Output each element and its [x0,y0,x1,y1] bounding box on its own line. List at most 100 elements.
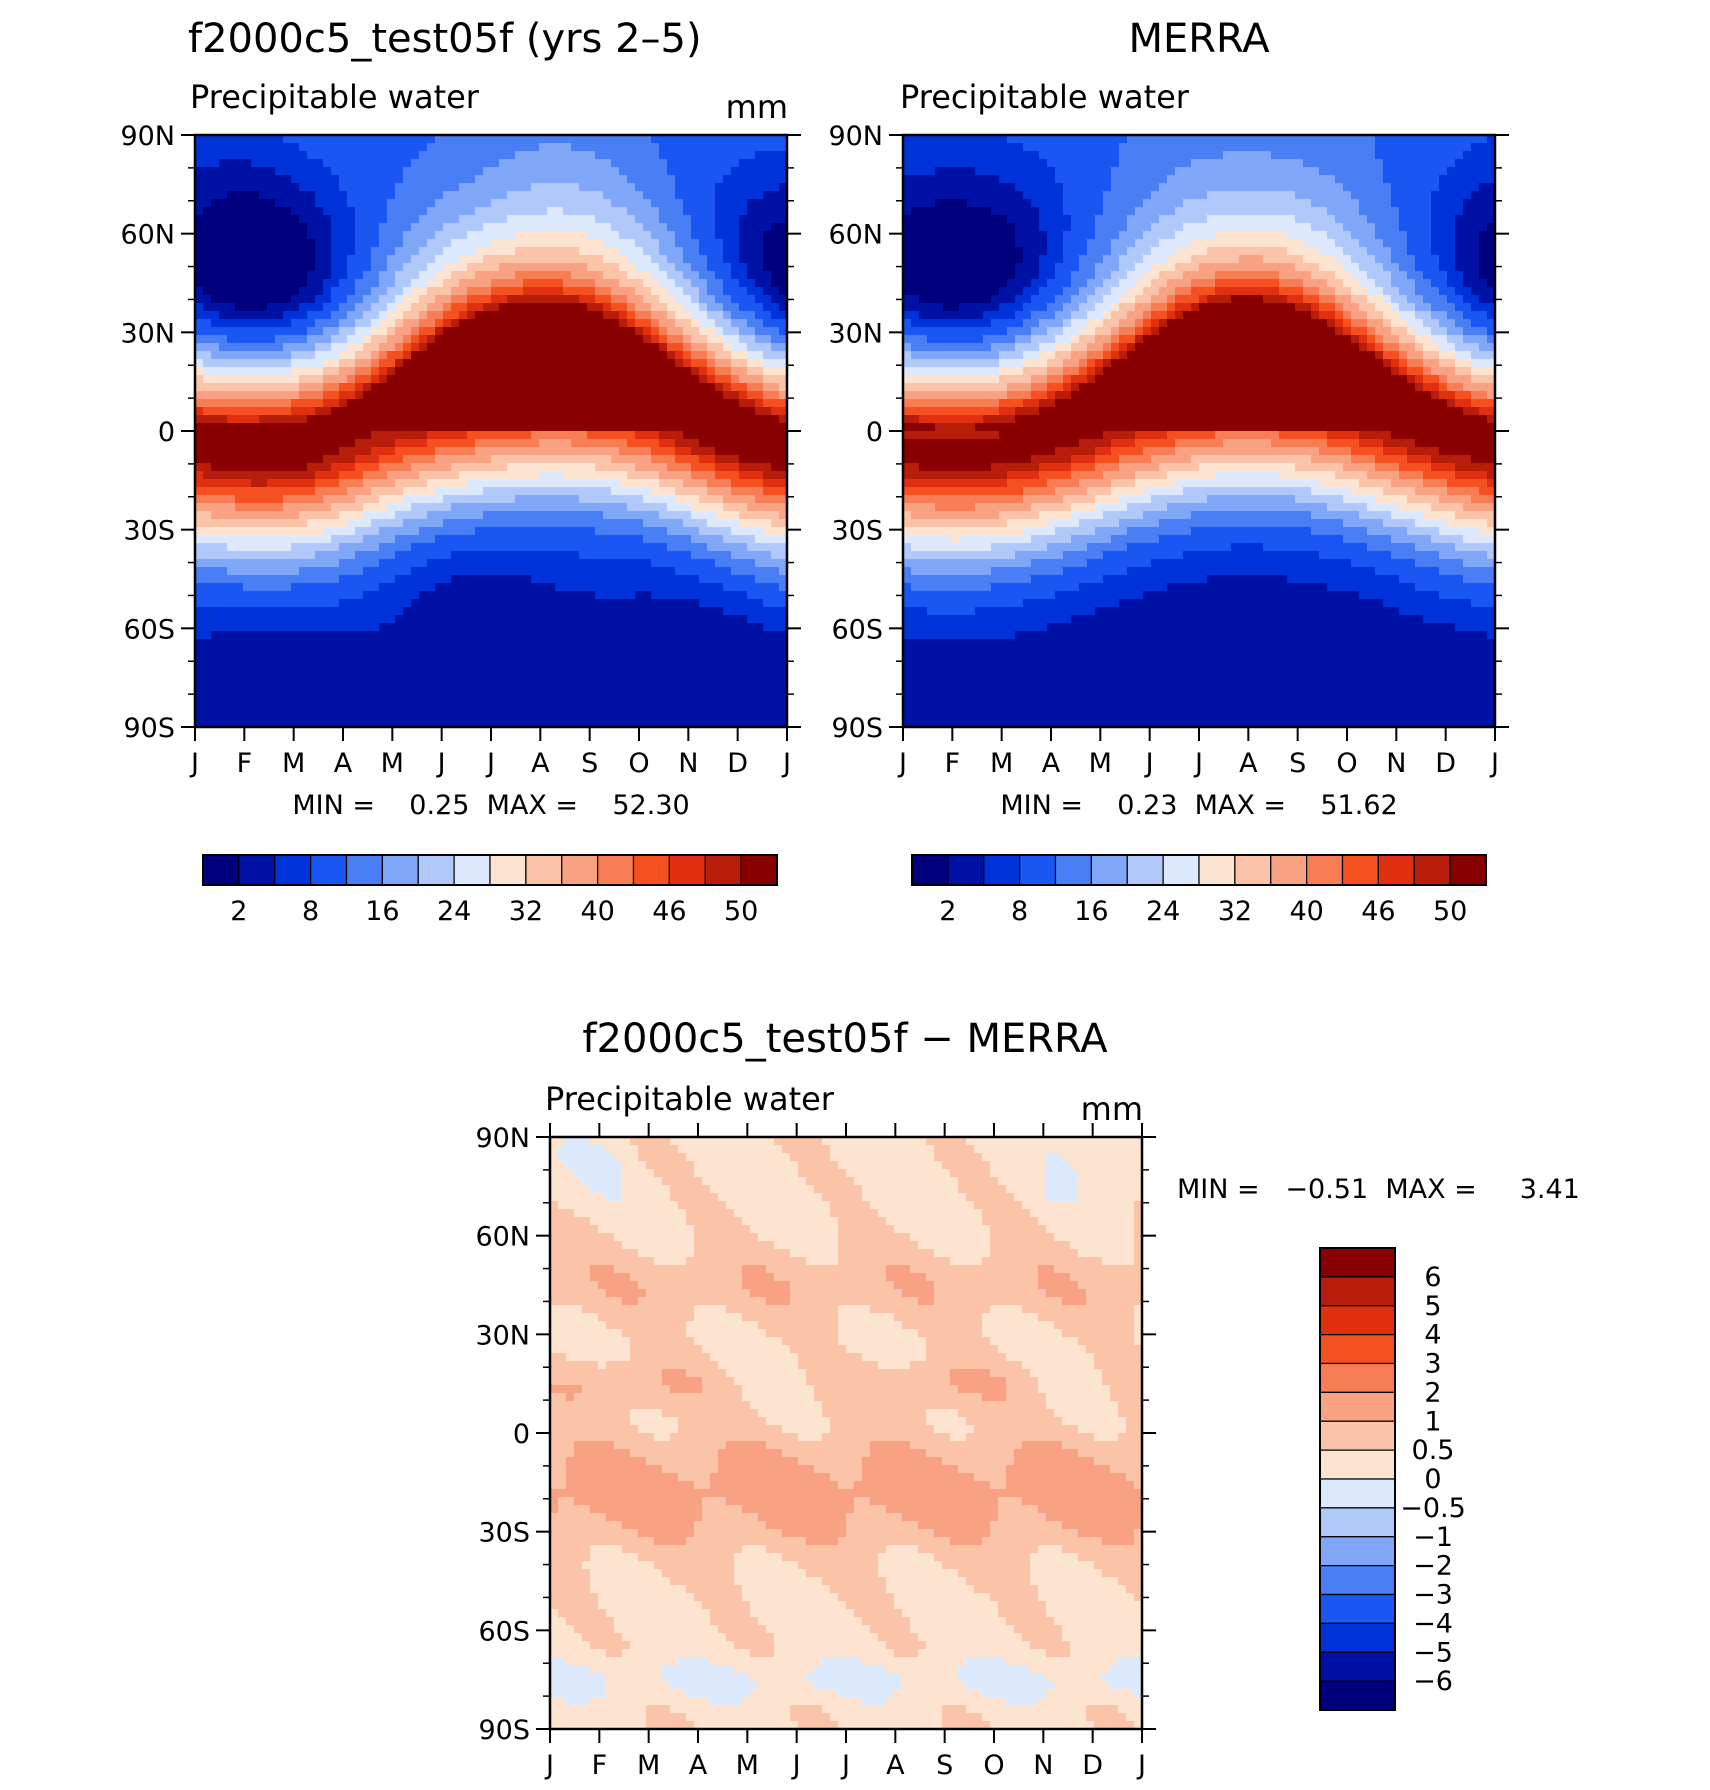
heatmap-cell [299,287,308,296]
heatmap-cell [459,535,468,544]
heatmap-cell [739,559,748,568]
heatmap-cell [459,135,468,144]
heatmap-cell [323,343,332,352]
heatmap-cell [571,223,580,232]
heatmap-cell [323,535,332,544]
heatmap-cell [387,407,396,416]
heatmap-cell [691,607,700,616]
heatmap-cell [323,367,332,376]
heatmap-cell [379,407,388,416]
heatmap-cell [427,519,436,528]
heatmap-cell [427,431,436,440]
heatmap-cell [315,559,324,568]
heatmap-cell [531,455,540,464]
heatmap-cell [619,647,628,656]
heatmap-cell [291,263,300,272]
heatmap-cell [587,423,596,432]
heatmap-cell [235,263,244,272]
heatmap-cell [371,199,380,208]
heatmap-cell [491,559,500,568]
heatmap-cell [491,231,500,240]
heatmap-cell [635,519,644,528]
heatmap-cell [595,535,604,544]
heatmap-cell [379,279,388,288]
heatmap-cell [443,135,452,144]
heatmap-cell [539,471,548,480]
heatmap-cell [275,487,284,496]
heatmap-cell [515,295,524,304]
heatmap-cell [331,543,340,552]
heatmap-cell [331,143,340,152]
heatmap-cell [779,167,787,176]
heatmap-cell [507,399,516,408]
heatmap-cell [691,231,700,240]
heatmap-cell [771,271,780,280]
heatmap-cell [699,527,708,536]
heatmap-cell [403,575,412,584]
heatmap-cell [443,183,452,192]
heatmap-cell [723,215,732,224]
heatmap-cell [483,383,492,392]
heatmap-cell [203,375,212,384]
heatmap-cell [683,423,692,432]
heatmap-cell [467,527,476,536]
heatmap-cell [315,215,324,224]
heatmap-cell [403,359,412,368]
heatmap-cell [195,311,204,320]
heatmap-cell [579,575,588,584]
heatmap-cell [411,471,420,480]
heatmap-cell [211,535,220,544]
heatmap-cell [571,599,580,608]
heatmap-cell [715,407,724,416]
heatmap-cell [779,583,787,592]
heatmap-cell [547,559,556,568]
heatmap-cell [731,439,740,448]
heatmap-cell [243,503,252,512]
heatmap-cell [387,199,396,208]
heatmap-cell [267,207,276,216]
heatmap-cell [283,375,292,384]
heatmap-cell [299,591,308,600]
heatmap-cell [435,407,444,416]
heatmap-cell [267,223,276,232]
heatmap-cell [691,663,700,672]
heatmap-cell [603,551,612,560]
heatmap-cell [235,167,244,176]
heatmap-cell [475,431,484,440]
heatmap-cell [435,511,444,520]
heatmap-cell [331,319,340,328]
heatmap-cell [219,607,228,616]
heatmap-cell [763,575,772,584]
heatmap-cell [395,631,404,640]
heatmap-cell [571,271,580,280]
heatmap-cell [515,543,524,552]
heatmap-cell [659,463,668,472]
heatmap-cell [259,143,268,152]
heatmap-cell [475,639,484,648]
heatmap-cell [563,543,572,552]
heatmap-cell [403,663,412,672]
heatmap-cell [571,207,580,216]
heatmap-cell [643,631,652,640]
heatmap-cell [267,463,276,472]
heatmap-cell [315,303,324,312]
heatmap-cell [683,639,692,648]
heatmap-cell [651,511,660,520]
heatmap-cell [555,559,564,568]
heatmap-cell [459,551,468,560]
heatmap-cell [507,367,516,376]
heatmap-cell [267,151,276,160]
heatmap-cell [723,367,732,376]
heatmap-cell [443,599,452,608]
heatmap-cell [427,359,436,368]
heatmap-cell [411,327,420,336]
heatmap-cell [203,343,212,352]
heatmap-cell [563,415,572,424]
heatmap-cell [627,423,636,432]
heatmap-cell [387,383,396,392]
heatmap-cell [259,391,268,400]
heatmap-cell [267,655,276,664]
heatmap-cell [315,511,324,520]
heatmap-cell [227,375,236,384]
heatmap-cell [667,615,676,624]
